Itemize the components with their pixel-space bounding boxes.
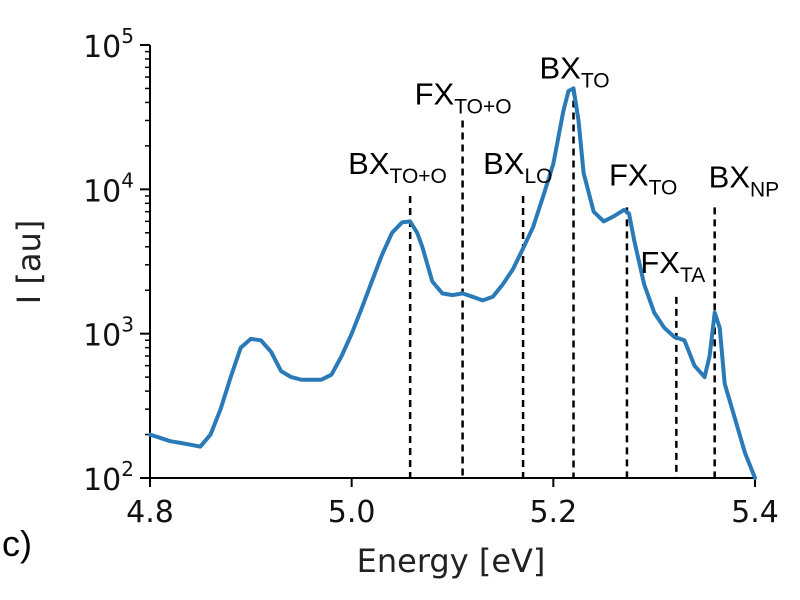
peak-label-subscript: TO+O <box>390 165 447 188</box>
x-tick-label: 5.2 <box>529 495 577 530</box>
peak-label-subscript: TA <box>680 264 705 287</box>
peak-label: FXTA <box>640 245 705 287</box>
x-tick-label: 4.8 <box>126 495 174 530</box>
x-axis: 4.8 5.0 5.2 5.4 <box>126 478 779 530</box>
peak-label: BXLO <box>483 146 552 188</box>
peak-label: FXTO+O <box>415 76 512 118</box>
peak-label: BXTO <box>540 50 610 92</box>
peak-label-subscript: TO+O <box>454 95 511 118</box>
peak-label-main: BX <box>709 159 751 194</box>
y-tick-exponent: 4 <box>121 168 134 192</box>
peak-label-main: FX <box>415 76 455 111</box>
peak-label-main: FX <box>640 245 680 280</box>
peak-label-main: FX <box>609 157 649 192</box>
x-tick-label: 5.4 <box>731 495 779 530</box>
panel-label: c) <box>2 523 32 564</box>
peak-marker-lines <box>408 88 716 478</box>
peak-label-subscript: TO <box>581 69 610 92</box>
y-tick-base: 10 <box>83 30 121 65</box>
peak-label: FXTO <box>609 157 677 199</box>
peak-label-subscript: LO <box>524 165 552 188</box>
peak-label-subscript: NP <box>750 178 779 201</box>
y-tick-label: 102 <box>83 457 134 498</box>
y-tick-base: 10 <box>83 319 121 354</box>
series-line-intensity <box>148 86 757 480</box>
y-tick-base: 10 <box>83 174 121 209</box>
peak-label: BXTO+O <box>348 146 447 188</box>
y-tick-exponent: 3 <box>121 313 134 337</box>
y-tick-exponent: 5 <box>121 24 134 48</box>
plot-frame <box>149 45 755 479</box>
y-tick-label: 104 <box>83 168 134 209</box>
y-tick-label: 103 <box>83 313 134 354</box>
y-tick-exponent: 2 <box>121 457 134 481</box>
peak-label-main: BX <box>483 146 525 181</box>
y-tick-base: 10 <box>83 463 121 498</box>
x-axis-title: Energy [eV] <box>357 542 546 580</box>
peak-label-main: BX <box>348 146 390 181</box>
peak-label-main: BX <box>540 50 582 85</box>
y-tick-label: 105 <box>83 24 134 65</box>
peak-label-subscript: TO <box>649 176 678 199</box>
x-tick-label: 5.0 <box>328 495 376 530</box>
peak-label: BXNP <box>709 159 780 201</box>
y-axis-title: I [au] <box>10 220 48 304</box>
